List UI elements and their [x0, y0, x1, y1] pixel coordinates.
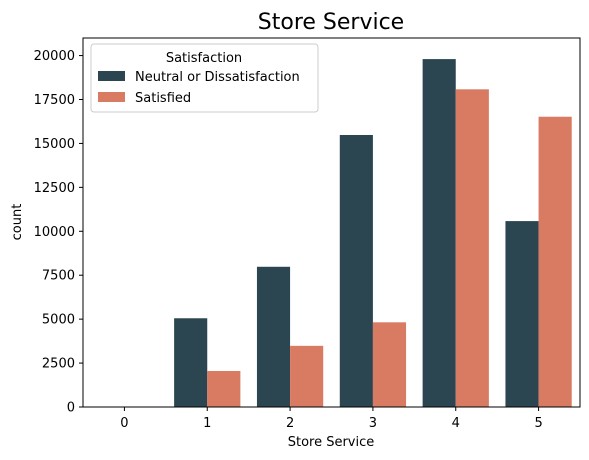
y-tick-label-17500: 17500	[34, 93, 75, 108]
y-tick-label-2500: 2500	[42, 357, 75, 372]
legend-label-satisfied: Satisfied	[135, 91, 191, 106]
x-tick-label-4: 4	[452, 416, 460, 431]
bar-satisfied-1	[207, 370, 241, 407]
legend-swatch-neutral	[98, 71, 125, 81]
y-axis-label: count	[10, 204, 25, 241]
y-tick-label-7500: 7500	[42, 269, 75, 284]
bar-satisfied-5	[538, 116, 572, 407]
y-tick-label-20000: 20000	[34, 49, 75, 64]
legend-label-neutral: Neutral or Dissatisfaction	[135, 70, 300, 85]
x-tick-label-3: 3	[369, 416, 377, 431]
bar-neutral-1	[174, 318, 208, 407]
bar-neutral-3	[339, 134, 373, 408]
bars-group	[174, 59, 572, 408]
y-tick-label-0: 0	[67, 401, 75, 416]
bar-satisfied-3	[372, 322, 407, 407]
bar-neutral-5	[505, 221, 539, 407]
y-tick-label-10000: 10000	[34, 225, 75, 240]
legend-box	[90, 43, 319, 113]
bar-neutral-2	[256, 266, 291, 407]
chart-title: Store Service	[258, 10, 404, 35]
legend-swatch-satisfied	[98, 92, 125, 102]
y-axis-ticks: 0 2500 5000 7500 10000 12500 15000 17500 20000	[34, 49, 83, 416]
x-tick-label-1: 1	[203, 416, 211, 431]
x-axis-label: Store Service	[288, 435, 375, 450]
legend: Satisfaction Neutral or Dissatisfaction …	[90, 43, 319, 113]
x-axis-ticks: 0 1 2 3 4 5	[120, 407, 543, 431]
plot-frame	[82, 37, 581, 408]
y-tick-label-12500: 12500	[34, 181, 75, 196]
bar-satisfied-2	[290, 345, 324, 407]
x-tick-label-5: 5	[534, 416, 542, 431]
y-tick-label-5000: 5000	[42, 313, 75, 328]
y-tick-label-15000: 15000	[34, 137, 75, 152]
x-tick-label-2: 2	[286, 416, 294, 431]
x-tick-label-0: 0	[120, 416, 128, 431]
bar-satisfied-4	[455, 89, 489, 407]
bar-neutral-4	[422, 59, 456, 408]
legend-title: Satisfaction	[166, 51, 242, 66]
